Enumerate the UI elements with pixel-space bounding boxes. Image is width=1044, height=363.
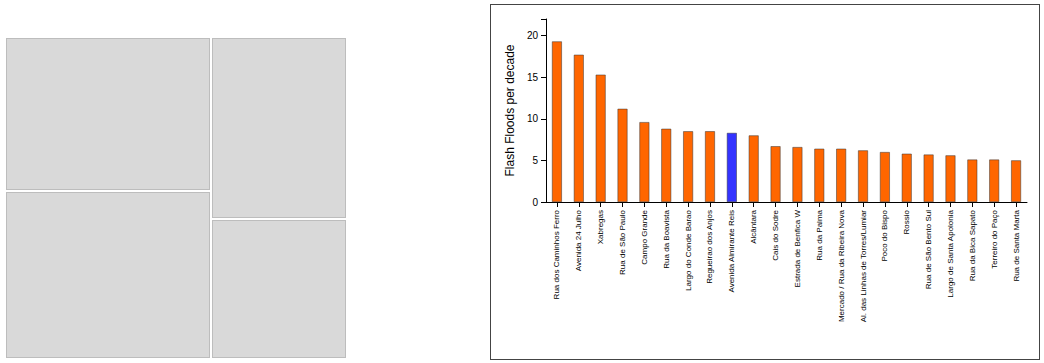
svg-text:10: 10 <box>527 113 539 124</box>
svg-text:0: 0 <box>532 197 538 208</box>
svg-text:Al. das Linhas de Torres/Lumia: Al. das Linhas de Torres/Lumiar <box>859 210 868 323</box>
svg-text:Rua da Bica Sapato: Rua da Bica Sapato <box>968 209 977 281</box>
svg-text:15: 15 <box>527 72 539 83</box>
svg-text:Rua da Boavista: Rua da Boavista <box>662 209 671 268</box>
svg-text:Mercado / Rua da Ribeira Nova: Mercado / Rua da Ribeira Nova <box>837 209 846 322</box>
svg-text:Terreiro do Paço: Terreiro do Paço <box>990 209 999 268</box>
svg-text:Rua de São Bento Sul: Rua de São Bento Sul <box>924 210 933 289</box>
svg-text:Poco do Bispo: Poco do Bispo <box>880 209 889 261</box>
svg-text:Flash Floods per decade: Flash Floods per decade <box>503 44 517 176</box>
svg-text:Estrada de Benfica W: Estrada de Benfica W <box>793 210 802 288</box>
svg-text:20: 20 <box>527 30 539 41</box>
svg-text:Rossio: Rossio <box>902 209 911 234</box>
svg-text:5: 5 <box>532 155 538 166</box>
svg-text:Avenida 24 Julho: Avenida 24 Julho <box>574 209 583 271</box>
svg-text:Cais do Sodre: Cais do Sodre <box>771 209 780 260</box>
svg-text:Campo Grande: Campo Grande <box>640 209 649 264</box>
svg-text:Avenida Almirante Reis: Avenida Almirante Reis <box>727 210 736 293</box>
svg-text:Rua dos Caminhos Ferro: Rua dos Caminhos Ferro <box>552 209 561 299</box>
svg-text:Rua de Santa Marta: Rua de Santa Marta <box>1012 209 1021 281</box>
svg-text:Largo do Conde Barao: Largo do Conde Barao <box>684 209 693 291</box>
svg-text:Xabregas: Xabregas <box>596 210 605 244</box>
svg-text:Rua de São Paulo: Rua de São Paulo <box>618 209 627 274</box>
svg-text:Regueirao dos Anjos: Regueirao dos Anjos <box>705 210 714 284</box>
svg-text:Rua da Palma: Rua da Palma <box>815 209 824 260</box>
svg-text:Alcântara: Alcântara <box>749 209 758 243</box>
svg-text:Largo de Santa Apolonia: Largo de Santa Apolonia <box>946 209 955 297</box>
